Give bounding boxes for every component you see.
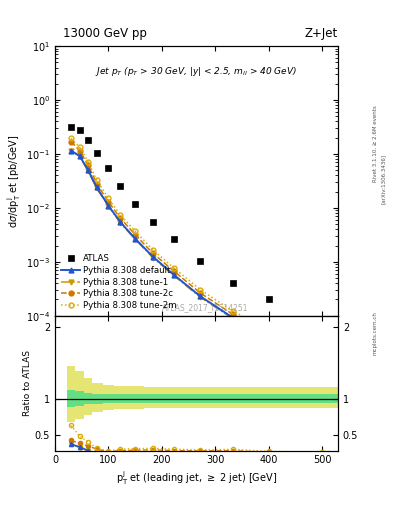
Pythia 8.308 default bbox=[118, 219, 123, 225]
Pythia 8.308 tune-2c bbox=[133, 231, 138, 238]
ATLAS bbox=[77, 127, 82, 133]
Line: Pythia 8.308 tune-1: Pythia 8.308 tune-1 bbox=[69, 148, 324, 362]
ATLAS bbox=[171, 237, 176, 243]
Pythia 8.308 tune-2m bbox=[230, 308, 235, 314]
Pythia 8.308 default bbox=[230, 314, 235, 321]
Pythia 8.308 tune-2c bbox=[198, 290, 203, 296]
Pythia 8.308 default bbox=[133, 236, 138, 242]
Pythia 8.308 tune-2m bbox=[86, 159, 90, 165]
Pythia 8.308 tune-1 bbox=[266, 334, 271, 340]
Pythia 8.308 tune-1 bbox=[86, 168, 90, 174]
Pythia 8.308 tune-2m bbox=[77, 144, 82, 150]
Pythia 8.308 tune-1 bbox=[94, 185, 99, 191]
Pythia 8.308 tune-2m bbox=[69, 135, 73, 141]
Text: Z+Jet: Z+Jet bbox=[305, 27, 338, 40]
Pythia 8.308 tune-2m bbox=[198, 287, 203, 293]
Pythia 8.308 tune-2c bbox=[118, 215, 123, 221]
Pythia 8.308 tune-1 bbox=[106, 203, 111, 209]
ATLAS bbox=[266, 296, 271, 302]
Pythia 8.308 tune-1 bbox=[151, 254, 155, 261]
ATLAS bbox=[106, 165, 111, 171]
ATLAS bbox=[198, 258, 203, 264]
Pythia 8.308 tune-2m bbox=[133, 228, 138, 234]
Pythia 8.308 tune-1 bbox=[118, 220, 123, 226]
Pythia 8.308 tune-2m bbox=[118, 211, 123, 218]
Pythia 8.308 tune-2c bbox=[171, 268, 176, 274]
Text: [arXiv:1306.3436]: [arXiv:1306.3436] bbox=[381, 154, 386, 204]
Pythia 8.308 tune-1 bbox=[320, 357, 324, 363]
Pythia 8.308 tune-2c bbox=[106, 199, 111, 205]
Pythia 8.308 tune-1 bbox=[171, 272, 176, 279]
Pythia 8.308 tune-2m bbox=[106, 195, 111, 201]
ATLAS bbox=[151, 219, 155, 225]
Pythia 8.308 default bbox=[171, 271, 176, 278]
Pythia 8.308 tune-2m bbox=[94, 177, 99, 183]
ATLAS bbox=[94, 150, 99, 156]
Pythia 8.308 tune-2c bbox=[230, 311, 235, 317]
ATLAS bbox=[118, 183, 123, 189]
Pythia 8.308 tune-2c bbox=[69, 138, 73, 144]
Pythia 8.308 tune-2m bbox=[266, 327, 271, 333]
Text: Jet $p_T$ ($p_T$ > 30 GeV, |y| < 2.5, $m_{ll}$ > 40 GeV): Jet $p_T$ ($p_T$ > 30 GeV, |y| < 2.5, $m… bbox=[95, 65, 298, 78]
Pythia 8.308 tune-2c bbox=[77, 147, 82, 154]
Line: ATLAS: ATLAS bbox=[68, 124, 325, 323]
ATLAS bbox=[320, 316, 324, 323]
Pythia 8.308 default bbox=[106, 203, 111, 209]
ATLAS bbox=[69, 124, 73, 131]
Pythia 8.308 default bbox=[69, 147, 73, 154]
Pythia 8.308 default bbox=[198, 293, 203, 300]
Pythia 8.308 default bbox=[94, 184, 99, 190]
Pythia 8.308 default bbox=[151, 253, 155, 260]
Pythia 8.308 tune-2c bbox=[86, 162, 90, 168]
Text: 13000 GeV pp: 13000 GeV pp bbox=[63, 27, 147, 40]
Legend: ATLAS, Pythia 8.308 default, Pythia 8.308 tune-1, Pythia 8.308 tune-2c, Pythia 8: ATLAS, Pythia 8.308 default, Pythia 8.30… bbox=[59, 252, 179, 311]
Y-axis label: d$\sigma$/dp$_\mathrm{T}^\mathrm{j}$ et [pb/GeV]: d$\sigma$/dp$_\mathrm{T}^\mathrm{j}$ et … bbox=[6, 134, 23, 228]
Pythia 8.308 tune-2m bbox=[320, 348, 324, 354]
Pythia 8.308 tune-1 bbox=[133, 237, 138, 243]
Text: mcplots.cern.ch: mcplots.cern.ch bbox=[373, 311, 378, 355]
Pythia 8.308 tune-1 bbox=[230, 316, 235, 322]
Pythia 8.308 default bbox=[77, 153, 82, 159]
Y-axis label: Ratio to ATLAS: Ratio to ATLAS bbox=[23, 350, 32, 416]
Pythia 8.308 tune-2m bbox=[171, 265, 176, 271]
Pythia 8.308 tune-2m bbox=[151, 247, 155, 253]
Pythia 8.308 default bbox=[86, 167, 90, 173]
Pythia 8.308 default bbox=[320, 355, 324, 361]
Pythia 8.308 tune-1 bbox=[77, 153, 82, 159]
ATLAS bbox=[133, 201, 138, 207]
Line: Pythia 8.308 tune-2c: Pythia 8.308 tune-2c bbox=[69, 139, 324, 357]
Text: ATLAS_2017_I1514251: ATLAS_2017_I1514251 bbox=[162, 303, 248, 312]
Pythia 8.308 tune-1 bbox=[198, 294, 203, 301]
Pythia 8.308 tune-1 bbox=[69, 147, 73, 154]
X-axis label: p$_\mathrm{T}^\mathrm{j}$ et (leading jet, $\geq$ 2 jet) [GeV]: p$_\mathrm{T}^\mathrm{j}$ et (leading je… bbox=[116, 470, 277, 487]
Line: Pythia 8.308 default: Pythia 8.308 default bbox=[69, 148, 324, 361]
ATLAS bbox=[230, 280, 235, 286]
Pythia 8.308 tune-2c bbox=[320, 352, 324, 358]
Pythia 8.308 default bbox=[266, 333, 271, 339]
ATLAS bbox=[86, 137, 90, 143]
Text: Rivet 3.1.10, ≥ 2.6M events: Rivet 3.1.10, ≥ 2.6M events bbox=[373, 105, 378, 182]
Pythia 8.308 tune-2c bbox=[266, 330, 271, 336]
Line: Pythia 8.308 tune-2m: Pythia 8.308 tune-2m bbox=[69, 136, 324, 354]
Pythia 8.308 tune-2c bbox=[94, 181, 99, 187]
Pythia 8.308 tune-2c bbox=[151, 250, 155, 256]
